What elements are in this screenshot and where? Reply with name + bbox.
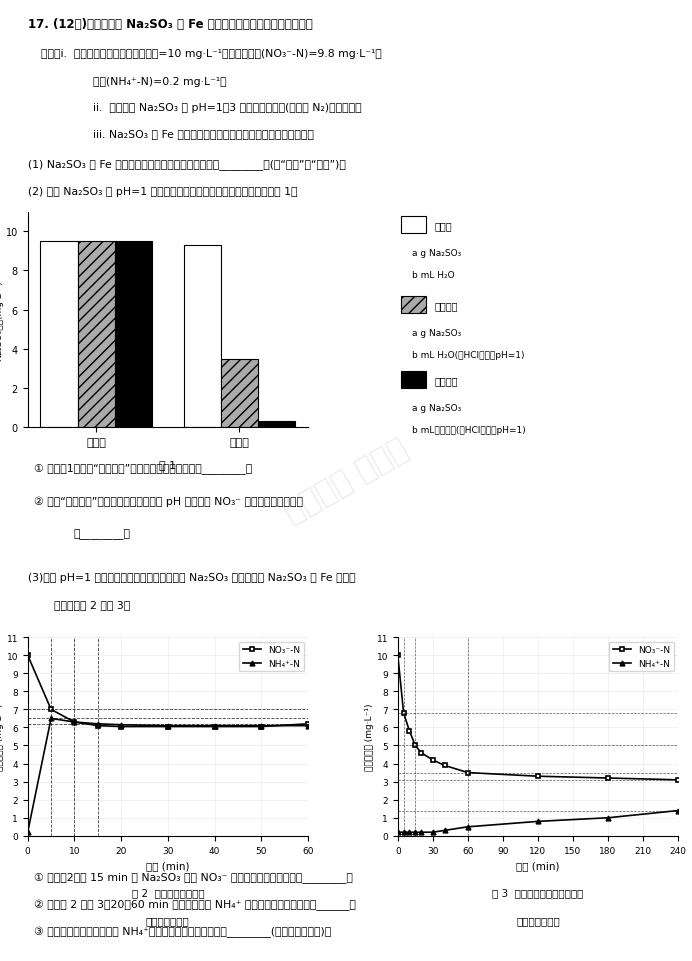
NO₃⁻-N xyxy=(417,747,426,758)
NH₄⁺-N xyxy=(93,718,102,729)
NO₃⁻-N xyxy=(440,760,448,772)
NH₄⁺-N xyxy=(257,720,266,731)
Text: 17. (12分)研究人员对 Na₂SO₃ 和 Fe 粉去除废水中的硒态氮进行研究。: 17. (12分)研究人员对 Na₂SO₃ 和 Fe 粉去除废水中的硒态氮进行研… xyxy=(28,18,312,31)
Bar xyxy=(221,359,258,428)
Text: 氨氮(NH₄⁺-N)=0.2 mg·L⁻¹。: 氨氮(NH₄⁺-N)=0.2 mg·L⁻¹。 xyxy=(93,77,226,86)
Text: a g Na₂SO₃: a g Na₂SO₃ xyxy=(412,329,461,337)
NH₄⁺-N xyxy=(417,826,426,838)
NH₄⁺-N xyxy=(440,825,448,836)
NH₄⁺-N xyxy=(71,717,79,728)
Bar xyxy=(40,242,78,428)
NO₃⁻-N xyxy=(257,721,266,732)
Text: 已知：i.  某工厂排放的含氮废水中总氮=10 mg·L⁻¹，含有硒态氮(NO₃⁻-N)=9.8 mg·L⁻¹、: 已知：i. 某工厂排放的含氮废水中总氮=10 mg·L⁻¹，含有硒态氮(NO₃⁻… xyxy=(41,49,381,60)
NO₃⁻-N xyxy=(210,721,219,732)
Text: a g Na₂SO₃: a g Na₂SO₃ xyxy=(412,404,461,413)
Text: ① 根据图2，前 15 min 内 Na₂SO₃ 脆除 NO₃⁻ 主要反应的离子方程式为________。: ① 根据图2，前 15 min 内 Na₂SO₃ 脆除 NO₃⁻ 主要反应的离子… xyxy=(34,872,353,882)
NO₃⁻-N xyxy=(411,740,419,752)
Text: ② 进行“实验组二”实验时发现，降低溶液 pH 更有利于 NO₃⁻ 的去除，可能的原因: ② 进行“实验组二”实验时发现，降低溶液 pH 更有利于 NO₃⁻ 的去除，可能… xyxy=(34,496,303,506)
FancyBboxPatch shape xyxy=(401,217,426,234)
Bar xyxy=(115,242,152,428)
Text: 验结果如图 2 和图 3。: 验结果如图 2 和图 3。 xyxy=(54,600,130,609)
Line: NH₄⁺-N: NH₄⁺-N xyxy=(25,716,311,835)
Text: iii. Na₂SO₃ 和 Fe 粉均可以脆除硒态氮，本实验中二者均为过量。: iii. Na₂SO₃ 和 Fe 粉均可以脆除硒态氮，本实验中二者均为过量。 xyxy=(93,129,313,139)
Text: 实验组一: 实验组一 xyxy=(435,301,457,310)
Text: ③ 检验处理后的废水中存在 NH₄⁺，取一定量废水蒸发浓缩，________(补充操作和现象)。: ③ 检验处理后的废水中存在 NH₄⁺，取一定量废水蒸发浓缩，________(补… xyxy=(34,925,331,937)
Text: (2) 研究 Na₂SO₃ 在 pH=1 的含氮废水中发生反应的情况，实验结果如图 1。: (2) 研究 Na₂SO₃ 在 pH=1 的含氮废水中发生反应的情况，实验结果如… xyxy=(28,186,297,196)
Text: 实验组二: 实验组二 xyxy=(435,376,457,386)
Legend: NO₃⁻-N, NH₄⁺-N: NO₃⁻-N, NH₄⁺-N xyxy=(609,642,673,672)
Text: 某工厂含氮废水: 某工厂含氮废水 xyxy=(146,916,190,925)
Line: NO₃⁻-N: NO₃⁻-N xyxy=(25,653,311,729)
NO₃⁻-N xyxy=(24,650,32,661)
Text: 公众号： 高中君: 公众号： 高中君 xyxy=(279,433,413,528)
NO₃⁻-N xyxy=(394,650,402,661)
NO₃⁻-N xyxy=(428,754,437,766)
X-axis label: 时间 (min): 时间 (min) xyxy=(516,860,560,871)
Text: b mL H₂O: b mL H₂O xyxy=(412,271,455,280)
NH₄⁺-N xyxy=(304,720,312,731)
Legend: NO₃⁻-N, NH₄⁺-N: NO₃⁻-N, NH₄⁺-N xyxy=(239,642,304,672)
NO₃⁻-N xyxy=(464,767,472,778)
Bar xyxy=(78,242,115,428)
NH₄⁺-N xyxy=(604,812,612,824)
FancyBboxPatch shape xyxy=(401,372,426,389)
Text: ① 根据图1，写出“实验组一”中发生反应的离子方程式________。: ① 根据图1，写出“实验组一”中发生反应的离子方程式________。 xyxy=(34,463,253,474)
Text: (1) Na₂SO₃ 和 Fe 粉在去除废水中硒态氮的过程中表现________性(填“氧化”或“还原”)。: (1) Na₂SO₃ 和 Fe 粉在去除废水中硒态氮的过程中表现________… xyxy=(28,159,345,169)
NH₄⁺-N xyxy=(164,720,172,731)
NH₄⁺-N xyxy=(428,826,437,838)
Text: 图 1: 图 1 xyxy=(159,460,176,470)
Y-axis label: Na₂SO₃浓度(mg·L⁻¹): Na₂SO₃浓度(mg·L⁻¹) xyxy=(0,280,3,360)
NH₄⁺-N xyxy=(399,826,408,838)
NH₄⁺-N xyxy=(674,805,682,817)
FancyBboxPatch shape xyxy=(401,296,426,313)
NO₃⁻-N xyxy=(674,775,682,786)
Text: 空白组: 空白组 xyxy=(435,221,452,232)
NO₃⁻-N xyxy=(406,726,414,737)
Text: a g Na₂SO₃: a g Na₂SO₃ xyxy=(412,249,461,259)
NH₄⁺-N xyxy=(210,720,219,731)
Bar xyxy=(258,422,295,428)
NO₃⁻-N xyxy=(534,771,542,782)
NO₃⁻-N xyxy=(93,720,102,731)
Text: ii.  本实验中 Na₂SO₃ 在 pH=1～3 时，脆除硒态氮(转化为 N₂)效果较强。: ii. 本实验中 Na₂SO₃ 在 pH=1～3 时，脆除硒态氮(转化为 N₂)… xyxy=(93,103,361,113)
NO₃⁻-N xyxy=(304,718,312,729)
Text: 是________。: 是________。 xyxy=(73,529,130,539)
Y-axis label: 各物质浓度 (mg·L⁻¹): 各物质浓度 (mg·L⁻¹) xyxy=(0,703,3,771)
NO₃⁻-N xyxy=(604,773,612,784)
Bar xyxy=(183,246,221,428)
Text: (3)脆除 pH=1 的含氮废水中硒态氮，单独加入 Na₂SO₃ 或同时加入 Na₂SO₃ 与 Fe 粉的实: (3)脆除 pH=1 的含氮废水中硒态氮，单独加入 Na₂SO₃ 或同时加入 N… xyxy=(28,572,355,582)
NH₄⁺-N xyxy=(24,826,32,838)
NH₄⁺-N xyxy=(394,826,402,838)
Text: b mL含氮废水(加HCl调溶液pH=1): b mL含氮废水(加HCl调溶液pH=1) xyxy=(412,426,525,434)
NO₃⁻-N xyxy=(164,721,172,732)
NH₄⁺-N xyxy=(117,719,125,730)
Text: b mL H₂O(加HCl调溶液pH=1): b mL H₂O(加HCl调溶液pH=1) xyxy=(412,350,525,359)
NO₃⁻-N xyxy=(47,703,55,715)
Text: ② 根据图 2 和图 3，20～60 min 内体系中生成 NH₄⁺ 主要反应的离子方程式为______。: ② 根据图 2 和图 3，20～60 min 内体系中生成 NH₄⁺ 主要反应的… xyxy=(34,899,356,910)
Text: 某工厂含氮废水: 某工厂含氮废水 xyxy=(516,916,560,925)
NH₄⁺-N xyxy=(47,713,55,725)
NH₄⁺-N xyxy=(464,821,472,832)
NH₄⁺-N xyxy=(411,826,419,838)
NO₃⁻-N xyxy=(71,717,79,728)
NH₄⁺-N xyxy=(406,826,414,838)
Text: 图 2  亚硫酸钉单独脆除: 图 2 亚硫酸钉单独脆除 xyxy=(131,888,204,898)
Line: NH₄⁺-N: NH₄⁺-N xyxy=(395,808,681,835)
Line: NO₃⁻-N: NO₃⁻-N xyxy=(395,653,681,782)
NH₄⁺-N xyxy=(534,816,542,827)
NO₃⁻-N xyxy=(399,707,408,719)
Y-axis label: 各物质浓度 (mg·L⁻¹): 各物质浓度 (mg·L⁻¹) xyxy=(365,703,374,771)
X-axis label: 时间 (min): 时间 (min) xyxy=(146,860,190,871)
NO₃⁻-N xyxy=(117,721,125,732)
Text: 图 3  亚硫酸钉与铁粉共同脆除: 图 3 亚硫酸钉与铁粉共同脆除 xyxy=(492,888,583,898)
